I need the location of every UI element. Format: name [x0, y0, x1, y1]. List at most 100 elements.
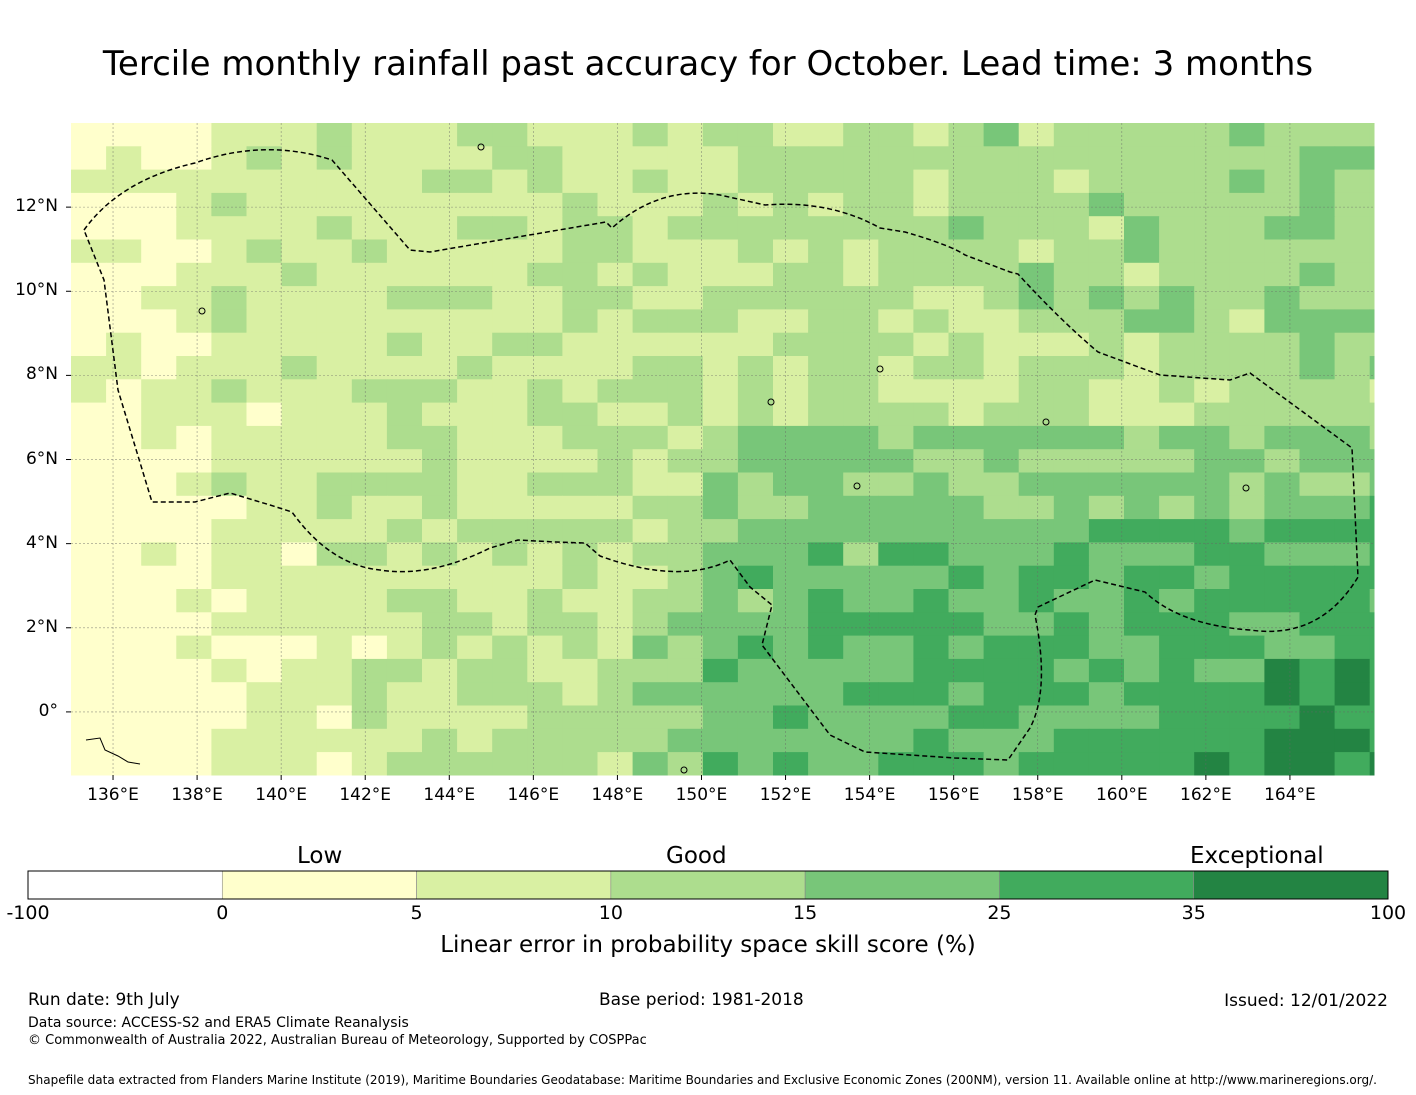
grid-cell [176, 356, 212, 380]
grid-cell [527, 449, 563, 473]
grid-cell [492, 169, 528, 194]
grid-cell [983, 635, 1020, 660]
grid-cell [878, 425, 914, 450]
grid-cell [737, 682, 774, 706]
grid-cell [878, 332, 914, 357]
island-shape [680, 766, 688, 774]
grid-cell [71, 658, 107, 683]
grid-cell [878, 728, 914, 753]
grid-cell [1299, 519, 1336, 543]
grid-cell [351, 682, 388, 706]
grid-cell [1369, 495, 1375, 520]
grid-cell [773, 449, 809, 473]
grid-cell [386, 286, 423, 310]
grid-cell [1018, 356, 1055, 380]
grid-cell [211, 612, 247, 637]
grid-cell [843, 123, 879, 147]
grid-cell [632, 565, 669, 590]
grid-cell [492, 146, 528, 171]
grid-cell [562, 682, 598, 706]
grid-cell [1229, 705, 1265, 730]
grid-cell [983, 495, 1020, 520]
grid-cell [737, 542, 774, 567]
grid-cell [141, 752, 177, 776]
grid-cell [773, 472, 809, 497]
grid-cell [1334, 332, 1371, 357]
grid-cell [1299, 728, 1336, 753]
colorbar-segment [610, 870, 806, 900]
grid-cell [737, 379, 774, 404]
longitude-label: 152°E [759, 785, 812, 805]
longitude-label: 156°E [927, 785, 980, 805]
grid-cell [1334, 519, 1371, 543]
grid-cell [457, 356, 493, 380]
grid-cell [106, 286, 142, 310]
grid-cell [422, 682, 458, 706]
grid-cell [1124, 635, 1160, 660]
grid-cell [141, 146, 177, 171]
grid-cell [913, 589, 949, 613]
grid-cell [562, 425, 598, 450]
island-shape [853, 482, 861, 490]
grid-cell [702, 402, 739, 427]
grid-cell [316, 356, 353, 380]
grid-cell [667, 565, 704, 590]
grid-cell [246, 379, 283, 404]
grid-cell [1334, 169, 1371, 194]
grid-cell [316, 309, 353, 334]
grid-cell [386, 169, 423, 194]
grid-cell [702, 752, 739, 776]
grid-cell [773, 402, 809, 427]
grid-cell [106, 589, 142, 613]
grid-cell [211, 146, 247, 171]
grid-cell [773, 752, 809, 776]
grid-cell [281, 542, 318, 567]
grid-cell [422, 472, 458, 497]
grid-cell [1334, 658, 1371, 683]
grid-cell [1264, 216, 1300, 240]
grid-cell [737, 589, 774, 613]
grid-cell [773, 123, 809, 147]
grid-cell [1299, 705, 1336, 730]
grid-cell [737, 519, 774, 543]
grid-cell [948, 635, 985, 660]
grid-cell [913, 658, 949, 683]
longitude-label: 146°E [507, 785, 560, 805]
grid-cell [843, 752, 879, 776]
grid-cell [211, 286, 247, 310]
grid-cell [1369, 146, 1375, 171]
grid-cell [176, 542, 212, 567]
grid-cell [1124, 146, 1160, 171]
grid-cell [457, 123, 493, 147]
latitude-label: 10°N [15, 280, 58, 301]
grid-cell [948, 262, 985, 287]
grid-cell [808, 192, 844, 217]
grid-cell [1124, 286, 1160, 310]
grid-cell [1264, 589, 1300, 613]
grid-cell [492, 286, 528, 310]
grid-cell [773, 379, 809, 404]
grid-cell [457, 309, 493, 334]
grid-cell [737, 705, 774, 730]
grid-cell [1088, 449, 1125, 473]
grid-cell [1088, 192, 1125, 217]
grid-cell [141, 495, 177, 520]
grid-cell [737, 752, 774, 776]
grid-cell [176, 449, 212, 473]
grid-cell [176, 146, 212, 171]
latitude-label: 4°N [25, 532, 58, 553]
run-date: Run date: 9th July [28, 990, 180, 1010]
grid-cell [737, 728, 774, 753]
grid-cell [246, 658, 283, 683]
grid-cell [983, 705, 1020, 730]
grid-cell [632, 682, 669, 706]
grid-cell [492, 332, 528, 357]
grid-cell [386, 542, 423, 567]
grid-cell [281, 449, 318, 473]
longitude-label: 158°E [1011, 785, 1064, 805]
grid-cell [246, 332, 283, 357]
grid-cell [316, 425, 353, 450]
grid-cell [386, 402, 423, 427]
grid-cell [702, 449, 739, 473]
grid-cell [457, 728, 493, 753]
